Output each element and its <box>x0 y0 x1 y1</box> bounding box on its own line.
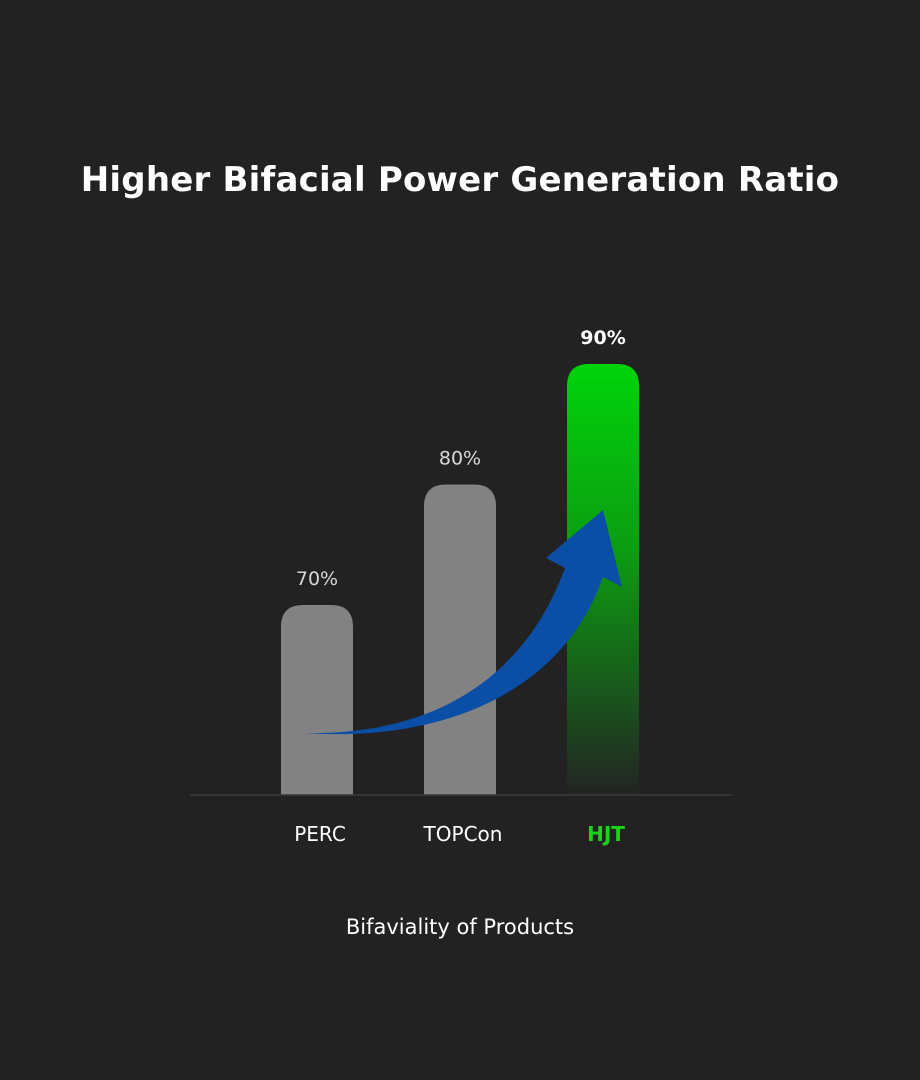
data-label-topcon: 80% <box>439 448 481 470</box>
data-label-hjt: 90% <box>580 327 625 349</box>
bar-topcon <box>424 484 496 795</box>
data-label-perc: 70% <box>296 568 338 590</box>
x-axis-label: Bifaviality of Products <box>345 915 575 939</box>
bar-perc <box>281 605 353 795</box>
upward-trend-arrow <box>305 510 622 735</box>
tick-label-hjt: HJT <box>587 822 625 846</box>
bar-hjt <box>567 364 639 795</box>
tick-label-topcon: TOPCon <box>423 822 503 846</box>
tick-label-perc: PERC <box>294 822 346 846</box>
chart-title: Higher Bifacial Power Generation Ratio <box>80 160 840 200</box>
